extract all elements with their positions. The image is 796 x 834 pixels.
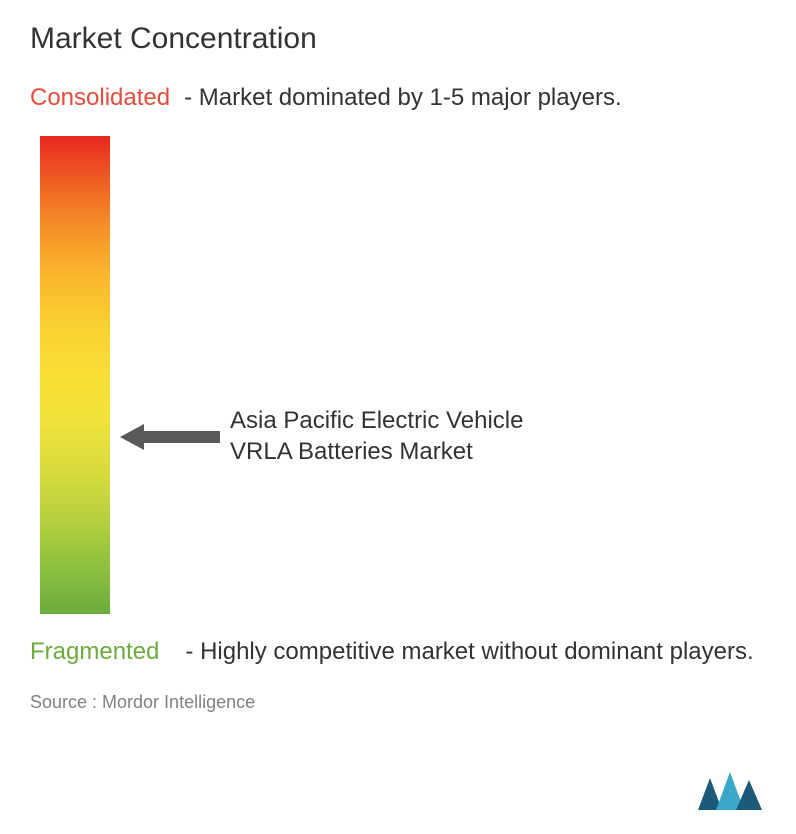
- page-title: Market Concentration: [30, 22, 766, 56]
- source-text: Source : Mordor Intelligence: [30, 692, 766, 713]
- fragmented-label: Fragmented: [30, 638, 159, 666]
- consolidated-label: Consolidated: [30, 84, 170, 112]
- fragmented-row: Fragmented - Highly competitive market w…: [30, 638, 766, 666]
- market-marker-label: Asia Pacific Electric Vehicle VRLA Batte…: [230, 406, 530, 467]
- arrow-left-icon: [120, 422, 220, 452]
- fragmented-desc: - Highly competitive market without domi…: [185, 638, 753, 666]
- market-marker: Asia Pacific Electric Vehicle VRLA Batte…: [120, 406, 530, 467]
- consolidated-desc: - Market dominated by 1-5 major players.: [184, 84, 622, 112]
- consolidated-row: Consolidated - Market dominated by 1-5 m…: [30, 84, 766, 112]
- mordor-logo-icon: [696, 770, 766, 814]
- gauge-area: Asia Pacific Electric Vehicle VRLA Batte…: [30, 136, 766, 616]
- concentration-gauge-bar: [40, 136, 110, 614]
